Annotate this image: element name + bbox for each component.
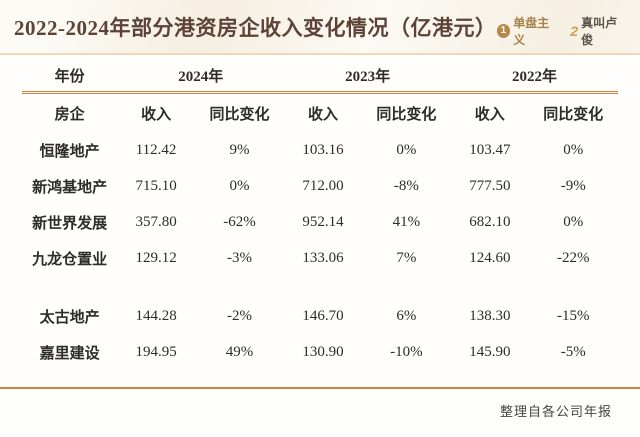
- revenue-cell: 144.28: [135, 307, 177, 324]
- revenue-table: 年份 2024年 2023年 2022年 房企 收入 同比变化 收入 同比变化 …: [22, 59, 618, 370]
- table-row: 新世界发展 357.80 -62% 952.14 41% 682.10 0%: [22, 204, 618, 240]
- danpanzhuyi-circle-icon: 1: [496, 23, 511, 38]
- change-cell: 0%: [563, 141, 584, 158]
- revenue-cell: 712.00: [302, 177, 344, 194]
- revenue-cell: 130.90: [302, 343, 344, 360]
- revenue-cell: 124.60: [469, 249, 511, 266]
- change-header-2024: 同比变化: [209, 106, 270, 123]
- page-title: 2022-2024年部分港资房企收入变化情况（亿港元）: [14, 15, 497, 40]
- change-cell: -2%: [227, 307, 253, 324]
- change-cell: 49%: [225, 343, 254, 360]
- table-row: 嘉里建设 194.95 49% 130.90 -10% 145.90 -5%: [22, 334, 618, 370]
- change-cell: 0%: [396, 141, 417, 158]
- table-row: 恒隆地产 112.42 9% 103.16 0% 103.47 0%: [22, 132, 618, 168]
- revenue-cell: 103.47: [469, 141, 511, 158]
- danpanzhuyi-logo: 1 单盘主义: [496, 14, 561, 48]
- table-row: 新鸿基地产 715.10 0% 712.00 -8% 777.50 -9%: [22, 168, 618, 204]
- change-cell: -15%: [557, 307, 590, 324]
- change-cell: 7%: [396, 249, 417, 266]
- header: 2022-2024年部分港资房企收入变化情况（亿港元） 1 单盘主义 2 真叫卢…: [0, 0, 640, 55]
- year-2024-header: 2024年: [117, 59, 285, 94]
- company-cell: 九龙仓置业: [32, 251, 108, 268]
- change-cell: -8%: [393, 177, 419, 194]
- revenue-cell: 138.30: [469, 307, 511, 324]
- revenue-header-2024: 收入: [141, 106, 172, 123]
- zhenjiaolujun-z-icon: 2: [570, 22, 579, 39]
- change-cell: 0%: [563, 213, 584, 230]
- revenue-cell: 145.90: [469, 343, 511, 360]
- revenue-header-2023: 收入: [307, 106, 338, 123]
- change-cell: -22%: [557, 249, 590, 266]
- change-cell: -62%: [223, 213, 256, 230]
- revenue-cell: 682.10: [469, 213, 511, 230]
- source-note: 整理自各公司年报: [499, 404, 612, 419]
- company-cell: 恒隆地产: [39, 143, 100, 160]
- table-section: 年份 2024年 2023年 2022年 房企 收入 同比变化 收入 同比变化 …: [0, 55, 640, 387]
- change-cell: 41%: [392, 213, 421, 230]
- year-2022-header: 2022年: [451, 59, 618, 94]
- revenue-cell: 715.10: [135, 177, 177, 194]
- revenue-cell: 103.16: [302, 141, 344, 158]
- change-header-2023: 同比变化: [376, 106, 437, 123]
- revenue-cell: 112.42: [135, 141, 177, 158]
- revenue-cell: 133.06: [302, 249, 344, 266]
- revenue-cell: 777.50: [469, 177, 511, 194]
- company-header: 房企: [54, 106, 85, 123]
- change-cell: 9%: [229, 141, 250, 158]
- brand-logos: 1 单盘主义 2 真叫卢俊: [496, 6, 629, 48]
- revenue-cell: 357.80: [135, 213, 177, 230]
- company-cell: 嘉里建设: [39, 345, 100, 362]
- revenue-cell: 952.14: [302, 213, 344, 230]
- table-row: 太古地产 144.28 -2% 146.70 6% 138.30 -15%: [22, 298, 618, 334]
- change-cell: -5%: [560, 343, 586, 360]
- footer: 整理自各公司年报: [0, 389, 640, 437]
- danpanzhuyi-logo-label: 单盘主义: [513, 15, 550, 47]
- change-cell: -9%: [560, 177, 586, 194]
- company-cell: 太古地产: [39, 309, 100, 326]
- table-row: 九龙仓置业 129.12 -3% 133.06 7% 124.60 -22%: [22, 240, 618, 276]
- revenue-cell: 129.12: [135, 249, 177, 266]
- change-cell: -3%: [227, 249, 253, 266]
- year-header-row: 年份 2024年 2023年 2022年: [22, 59, 618, 94]
- revenue-cell: 146.70: [302, 307, 344, 324]
- year-header-label: 年份: [22, 59, 118, 94]
- change-cell: 0%: [229, 177, 250, 194]
- change-header-2022: 同比变化: [543, 106, 604, 123]
- sub-header-row: 房企 收入 同比变化 收入 同比变化 收入 同比变化: [22, 93, 618, 133]
- change-cell: -10%: [390, 343, 423, 360]
- zhenjiaolujun-logo-label: 真叫卢俊: [581, 15, 618, 47]
- group-spacer-row: [22, 276, 618, 298]
- change-cell: 6%: [396, 307, 417, 324]
- revenue-header-2022: 收入: [474, 106, 505, 123]
- year-2023-header: 2023年: [284, 59, 452, 94]
- revenue-cell: 194.95: [135, 343, 177, 360]
- company-cell: 新鸿基地产: [32, 179, 108, 196]
- zhenjiaolujun-logo: 2 真叫卢俊: [570, 14, 628, 48]
- bottom-divider: [0, 387, 640, 389]
- company-cell: 新世界发展: [32, 215, 108, 232]
